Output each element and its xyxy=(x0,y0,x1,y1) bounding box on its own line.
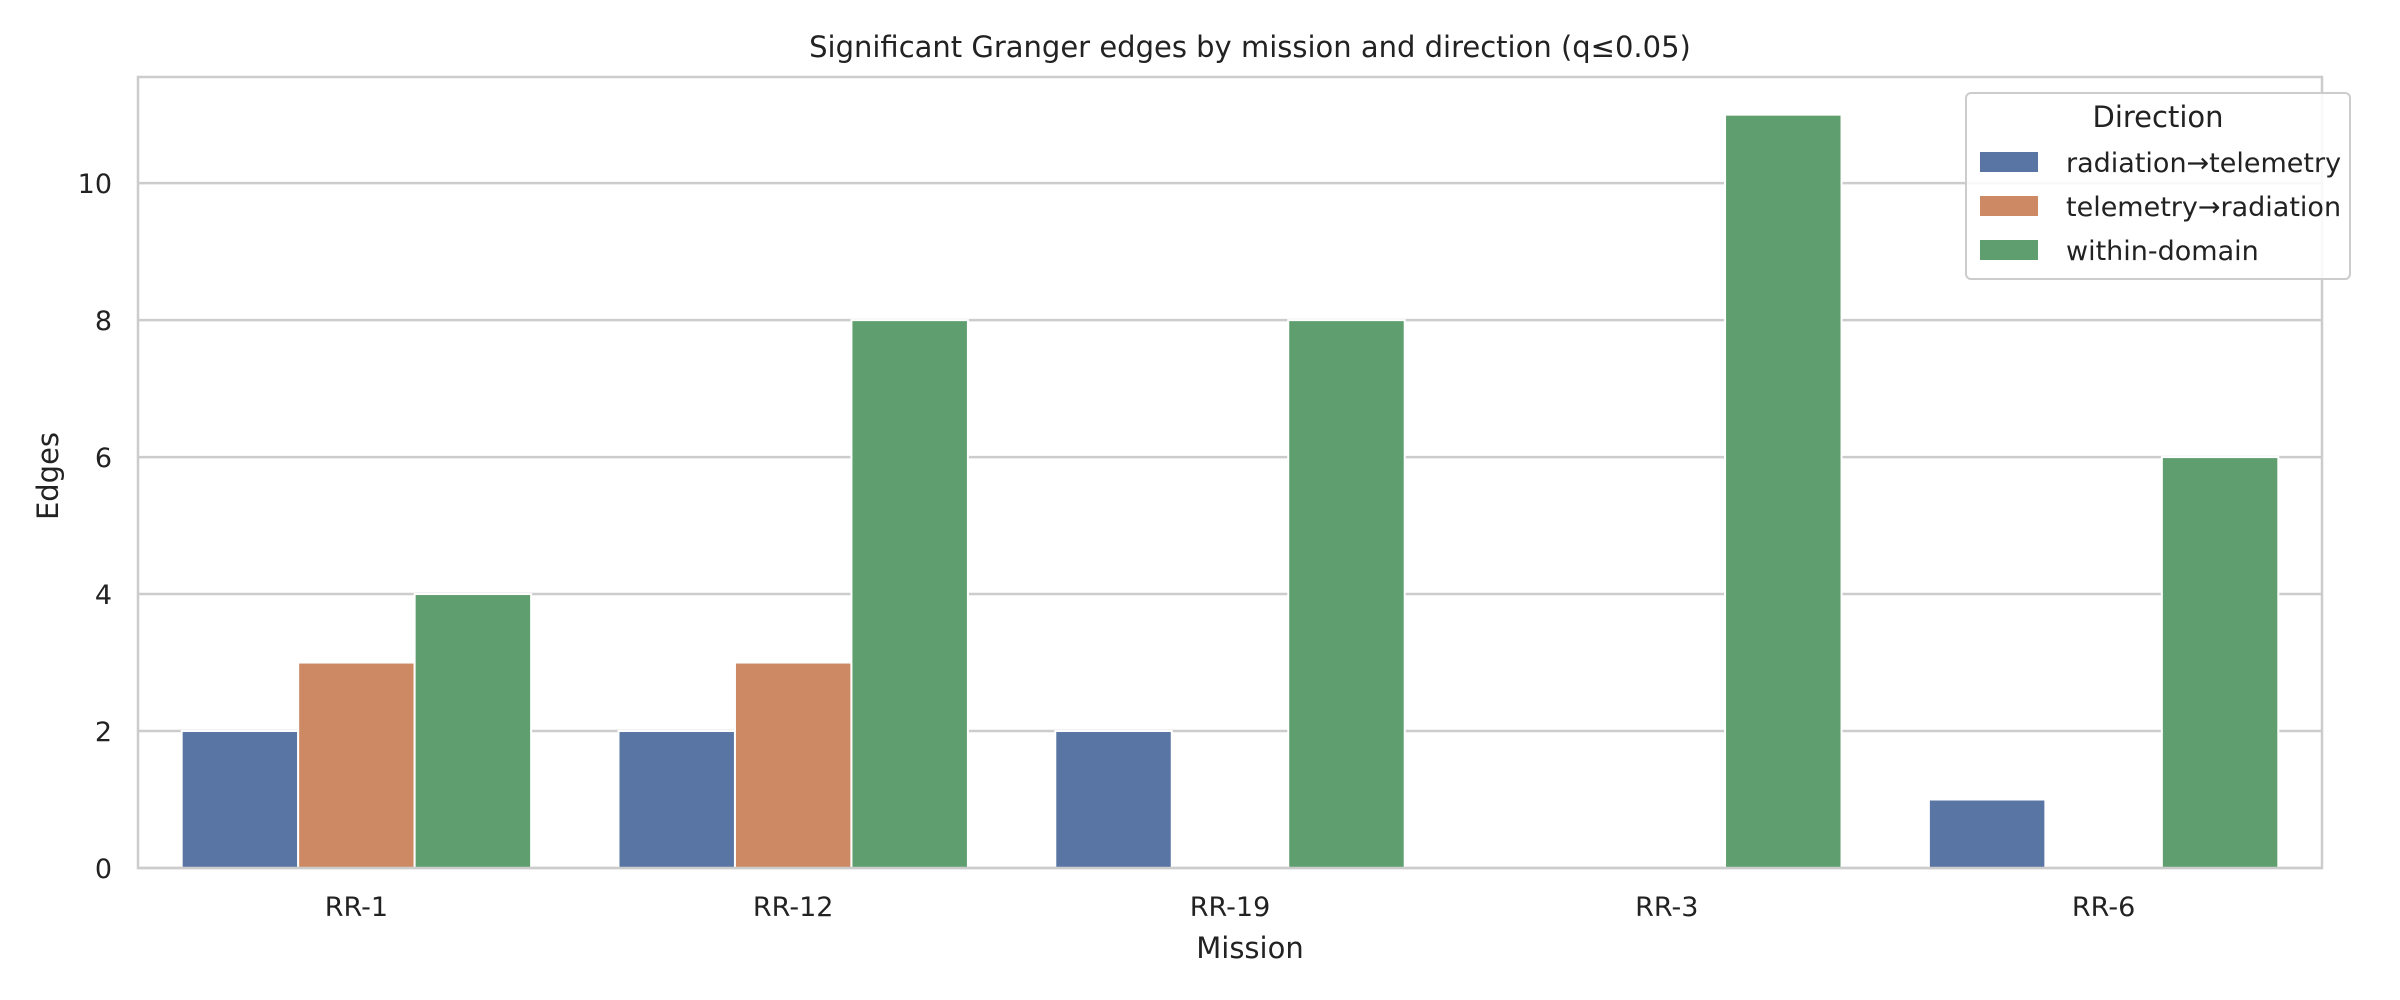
bar xyxy=(733,661,853,870)
bar xyxy=(1927,798,2047,869)
legend: Direction radiation→telemetry telemetry→r… xyxy=(1965,92,2351,280)
legend-swatch xyxy=(1980,240,2038,260)
chart-title: Significant Granger edges by mission and… xyxy=(809,30,1691,64)
legend-label: within-domain xyxy=(2066,236,2259,267)
bar xyxy=(1054,730,1173,869)
legend-frame xyxy=(1965,92,2351,280)
y-tick-label: 10 xyxy=(78,169,112,200)
bars xyxy=(180,113,2280,870)
legend-swatch xyxy=(1980,196,2038,216)
y-tick-label: 4 xyxy=(95,580,112,611)
tick-labels: 0 2 4 6 8 10 RR-1 RR-12 RR-19 RR-3 RR-6 xyxy=(78,169,2136,923)
legend-items: radiation→telemetry telemetry→radiation wi… xyxy=(1980,148,2341,267)
x-tick-label: RR-12 xyxy=(753,892,834,923)
plot-frame xyxy=(136,75,2324,870)
y-tick-label: 6 xyxy=(95,443,112,474)
y-tick-label: 0 xyxy=(95,854,112,885)
x-tick-label: RR-1 xyxy=(325,892,388,923)
x-tick-label: RR-6 xyxy=(2072,892,2135,923)
x-axis-label: Mission xyxy=(1196,931,1303,965)
legend-label: radiation→telemetry xyxy=(2066,148,2341,179)
bar xyxy=(1724,113,1843,869)
bar xyxy=(1287,319,1406,869)
bar xyxy=(850,319,969,869)
y-tick-label: 2 xyxy=(95,717,112,748)
y-tick-label: 8 xyxy=(95,306,112,337)
x-tick-label: RR-3 xyxy=(1635,892,1698,923)
x-tick-label: RR-19 xyxy=(1190,892,1271,923)
y-axis-label: Edges xyxy=(31,432,65,520)
bar xyxy=(180,730,300,869)
legend-title: Direction xyxy=(2092,100,2223,134)
bar xyxy=(617,730,736,869)
legend-swatch xyxy=(1980,152,2038,172)
bar xyxy=(2160,456,2280,869)
bar xyxy=(297,661,416,870)
bar xyxy=(413,593,533,869)
legend-label: telemetry→radiation xyxy=(2066,192,2341,223)
